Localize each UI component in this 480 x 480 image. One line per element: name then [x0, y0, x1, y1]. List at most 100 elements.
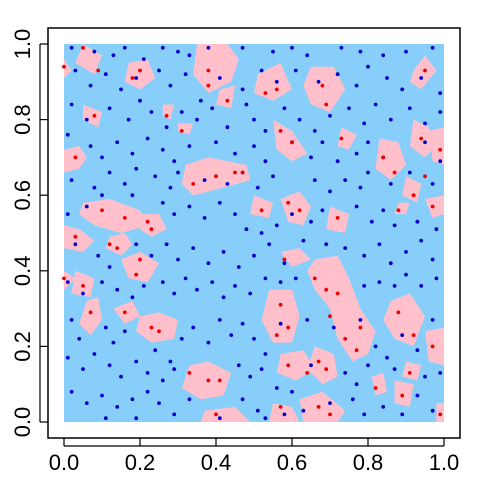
red-point-11: [263, 91, 268, 95]
red-point-36: [100, 208, 104, 213]
blue-point-168: [278, 280, 283, 284]
blue-point-44: [138, 98, 142, 103]
blue-point-181: [153, 348, 158, 353]
blue-point-210: [248, 374, 253, 379]
blue-point-71: [160, 147, 165, 152]
blue-point-190: [263, 352, 268, 356]
red-point-39: [73, 234, 78, 239]
blue-point-149: [388, 261, 393, 266]
blue-point-25: [183, 72, 188, 77]
blue-point-169: [293, 276, 298, 281]
blue-point-202: [92, 352, 97, 356]
pink-region-30: [79, 297, 102, 336]
red-point-26: [335, 216, 340, 220]
blue-point-55: [297, 117, 302, 122]
blue-point-143: [282, 261, 287, 266]
blue-point-120: [274, 223, 279, 228]
red-point-56: [343, 336, 348, 341]
blue-point-132: [107, 265, 112, 269]
blue-point-26: [198, 98, 203, 103]
blue-point-134: [149, 253, 154, 258]
blue-point-141: [252, 253, 256, 258]
blue-point-46: [164, 125, 169, 130]
blue-point-223: [100, 393, 104, 398]
red-point-51: [282, 257, 287, 262]
blue-point-154: [81, 291, 85, 296]
x-tick-label-1: 0.2: [125, 450, 156, 475]
blue-point-24: [168, 83, 173, 88]
blue-point-229: [187, 397, 192, 402]
blue-point-129: [434, 227, 439, 232]
blue-point-178: [103, 325, 108, 330]
red-point-30: [438, 147, 443, 152]
blue-point-186: [217, 318, 222, 322]
red-point-46: [88, 310, 93, 315]
pink-region-45: [200, 406, 251, 422]
blue-point-89: [107, 170, 112, 175]
blue-point-60: [373, 102, 378, 107]
blue-point-173: [404, 272, 408, 277]
red-point-68: [411, 333, 416, 337]
red-point-66: [373, 386, 378, 390]
blue-point-233: [301, 408, 306, 413]
blue-point-9: [240, 45, 245, 50]
red-point-69: [430, 344, 435, 349]
pink-region-36: [261, 289, 300, 343]
blue-point-82: [354, 151, 359, 156]
pink-region-43: [402, 361, 422, 381]
pink-region-23: [409, 55, 437, 90]
blue-point-197: [400, 333, 405, 337]
blue-point-234: [328, 401, 332, 405]
pink-region-19: [428, 127, 444, 165]
blue-point-208: [172, 367, 177, 371]
pink-region-34: [280, 248, 311, 267]
blue-point-150: [404, 250, 408, 254]
blue-point-122: [309, 219, 313, 224]
pink-region-6: [83, 104, 102, 128]
data-points: [62, 45, 443, 421]
blue-point-42: [107, 106, 112, 111]
blue-point-106: [407, 170, 412, 175]
blue-point-220: [438, 371, 443, 375]
blue-point-139: [221, 250, 226, 254]
pink-region-33: [113, 301, 140, 324]
blue-point-243: [217, 416, 222, 421]
red-point-76: [278, 405, 283, 409]
blue-point-41: [84, 117, 89, 122]
blue-point-94: [176, 170, 180, 175]
blue-point-104: [366, 170, 370, 175]
pink-region-28: [121, 251, 159, 283]
blue-point-28: [240, 87, 245, 92]
red-point-9: [92, 113, 97, 118]
blue-point-49: [210, 106, 215, 111]
red-point-48: [149, 325, 154, 330]
blue-point-177: [77, 336, 82, 341]
blue-point-135: [164, 242, 169, 247]
pink-region-9: [303, 66, 346, 112]
blue-point-99: [271, 174, 275, 179]
red-point-7: [206, 68, 211, 73]
blue-point-70: [145, 136, 150, 141]
blue-point-206: [145, 371, 150, 375]
blue-point-214: [309, 363, 313, 368]
blue-point-59: [362, 121, 367, 126]
red-point-63: [305, 371, 310, 375]
blue-point-35: [366, 64, 370, 69]
y-axis: 0.0 0.2 0.4 0.6 0.8 1.0: [10, 29, 48, 437]
blue-point-27: [217, 76, 222, 80]
blue-point-160: [172, 291, 177, 296]
blue-point-110: [100, 193, 104, 198]
blue-point-189: [252, 336, 256, 341]
red-point-79: [438, 412, 443, 417]
blue-point-43: [126, 117, 131, 122]
blue-point-126: [381, 208, 386, 213]
red-point-73: [206, 378, 211, 383]
x-tick-label-4: 0.8: [353, 450, 384, 475]
x-tick-label-5: 1.0: [429, 450, 460, 475]
blue-point-236: [362, 412, 367, 417]
pink-region-25: [64, 225, 95, 252]
blue-point-10: [271, 49, 275, 54]
red-point-70: [400, 393, 405, 398]
red-point-5: [206, 83, 211, 88]
blue-point-147: [362, 253, 367, 258]
